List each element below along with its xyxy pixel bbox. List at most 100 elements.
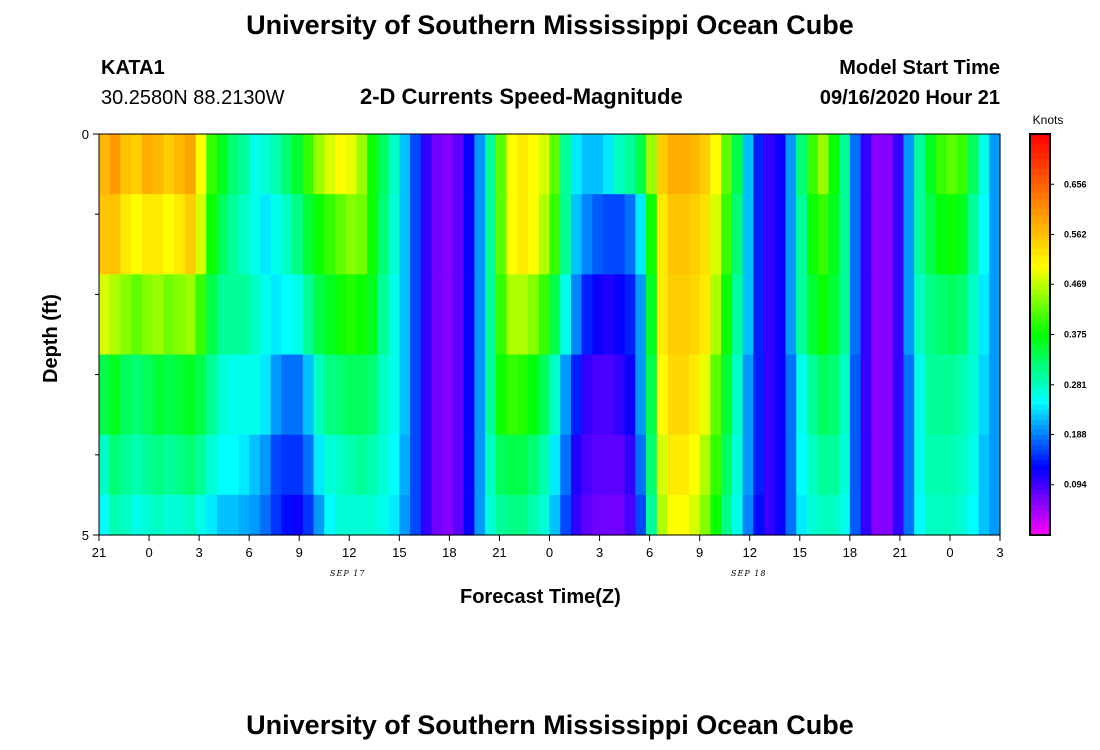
heatmap-cell: [99, 354, 111, 436]
heatmap-cell: [184, 194, 197, 275]
colorbar-band: [1030, 444, 1050, 451]
heatmap-cell: [903, 494, 915, 536]
heatmap-cell: [152, 494, 164, 536]
colorbar-band: [1030, 429, 1050, 436]
heatmap-cell: [753, 434, 765, 496]
heatmap-cell: [742, 274, 754, 356]
heatmap-cell: [431, 134, 443, 195]
heatmap-cell: [538, 434, 551, 496]
colorbar-band: [1030, 269, 1050, 275]
heatmap-cell: [742, 434, 754, 496]
heatmap-cell: [656, 354, 669, 436]
heatmap-cell: [957, 134, 969, 195]
heatmap-cell: [270, 274, 282, 356]
colorbar-band: [1030, 414, 1050, 421]
heatmap-cell: [538, 134, 551, 195]
heatmap-cell: [485, 494, 497, 536]
heatmap-cell: [871, 494, 883, 536]
heatmap-cell: [163, 434, 175, 496]
heatmap-cell: [592, 194, 604, 275]
colorbar-band: [1030, 229, 1050, 235]
heatmap-cell: [624, 134, 636, 195]
heatmap-cell: [302, 194, 315, 275]
x-tick-label: 21: [893, 545, 907, 560]
heatmap-cell: [442, 194, 454, 275]
colorbar-band: [1030, 204, 1050, 210]
heatmap-cell: [678, 354, 690, 436]
heatmap-cell: [334, 274, 347, 356]
colorbar-band: [1030, 164, 1050, 170]
heatmap-cell: [195, 134, 207, 195]
heatmap-cell: [957, 274, 969, 356]
chart-title: University of Southern Mississippi Ocean…: [246, 10, 854, 40]
heatmap-cell: [828, 274, 840, 356]
heatmap-cell: [560, 494, 572, 536]
heatmap-cell: [410, 194, 422, 275]
heatmap-cell: [216, 494, 229, 536]
heatmap-cell: [699, 494, 711, 536]
heatmap-cell: [249, 134, 261, 195]
colorbar-band: [1030, 249, 1050, 255]
heatmap-cell: [163, 134, 175, 195]
heatmap-cell: [517, 194, 529, 275]
heatmap-cell: [914, 194, 926, 275]
colorbar-band: [1030, 279, 1050, 285]
heatmap-cell: [485, 194, 497, 275]
heatmap-cell: [141, 274, 154, 356]
heatmap-cell: [495, 434, 508, 496]
heatmap-cell: [238, 354, 250, 436]
heatmap-cell: [635, 354, 647, 436]
heatmap-cell: [356, 434, 368, 496]
heatmap-cell: [313, 274, 325, 356]
heatmap-cell: [442, 134, 454, 195]
colorbar-band: [1030, 299, 1050, 306]
colorbar-band: [1030, 314, 1050, 321]
heatmap-cell: [764, 434, 776, 496]
heatmap-cell: [538, 494, 551, 536]
heatmap-cell: [174, 354, 186, 436]
heatmap-cell: [839, 434, 851, 496]
heatmap-cell: [731, 134, 744, 195]
heatmap-cell: [463, 274, 476, 356]
x-tick-label: 18: [442, 545, 456, 560]
heatmap-cell: [452, 134, 465, 195]
colorbar-band: [1030, 159, 1050, 165]
heatmap-cell: [538, 354, 551, 436]
heatmap-cell: [431, 494, 443, 536]
heatmap-cell: [206, 354, 218, 436]
heatmap-cell: [528, 134, 540, 195]
heatmap-cell: [796, 494, 808, 536]
heatmap-cell: [624, 194, 636, 275]
heatmap-cell: [742, 354, 754, 436]
colorbar-band: [1030, 409, 1050, 416]
colorbar-band: [1030, 484, 1050, 491]
heatmap-cell: [710, 434, 722, 496]
heatmap-cell: [989, 354, 1001, 436]
heatmap-cell: [710, 354, 722, 436]
colorbar-band: [1030, 374, 1050, 381]
heatmap-cell: [377, 194, 390, 275]
heatmap-cell: [506, 434, 518, 496]
heatmap-cell: [334, 134, 347, 195]
heatmap-cell: [624, 274, 636, 356]
heatmap-cell: [495, 134, 508, 195]
heatmap-cell: [174, 274, 186, 356]
heatmap-cell: [399, 134, 411, 195]
x-tick-label: 9: [696, 545, 703, 560]
heatmap-cell: [924, 274, 937, 356]
heatmap-cell: [967, 274, 980, 356]
heatmap-cell: [592, 274, 604, 356]
heatmap-cell: [742, 494, 754, 536]
heatmap-cell: [914, 134, 926, 195]
heatmap-cell: [957, 434, 969, 496]
heatmap-cell: [152, 434, 164, 496]
heatmap-cell: [731, 194, 744, 275]
heatmap-cell: [774, 194, 787, 275]
heatmap-cell: [399, 494, 411, 536]
heatmap-cell: [774, 434, 787, 496]
heatmap-cell: [270, 194, 282, 275]
heatmap-cell: [345, 354, 358, 436]
x-tick-label: 12: [742, 545, 756, 560]
x-tick-label: 0: [946, 545, 953, 560]
colorbar-band: [1030, 349, 1050, 356]
